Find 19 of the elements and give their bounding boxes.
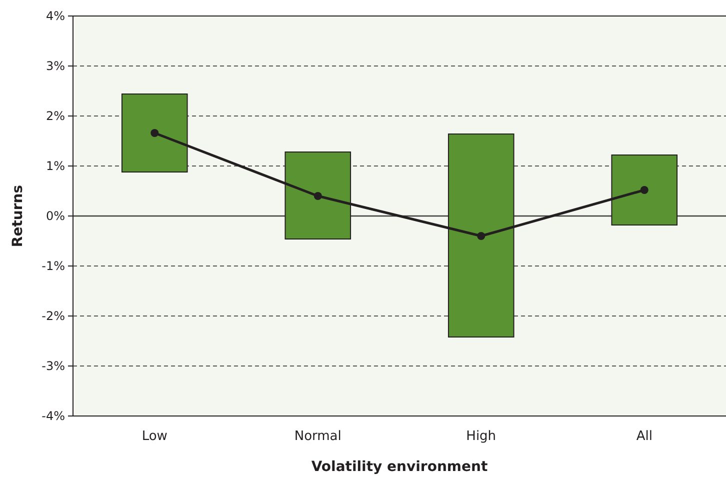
y-tick-label: 2%	[46, 109, 65, 124]
point	[150, 129, 159, 137]
x-tick-label: Low	[142, 429, 168, 444]
point	[477, 232, 486, 240]
x-tick-label: High	[466, 429, 496, 444]
y-tick-label: 3%	[46, 59, 65, 74]
y-tick-label: -3%	[42, 359, 65, 374]
y-tick-label: -1%	[42, 259, 65, 274]
y-tick-label: -2%	[42, 309, 65, 324]
y-tick-label: 4%	[46, 9, 65, 24]
y-tick-label: -4%	[42, 409, 65, 424]
y-axis-title: Returns	[10, 184, 26, 248]
point	[640, 186, 648, 194]
point	[314, 192, 322, 200]
y-tick-label: 0%	[46, 209, 65, 224]
y-tick-label: 1%	[46, 159, 65, 174]
x-axis-title: Volatility environment	[311, 459, 488, 475]
x-tick-label: All	[636, 429, 652, 444]
x-tick-label: Normal	[294, 429, 342, 444]
